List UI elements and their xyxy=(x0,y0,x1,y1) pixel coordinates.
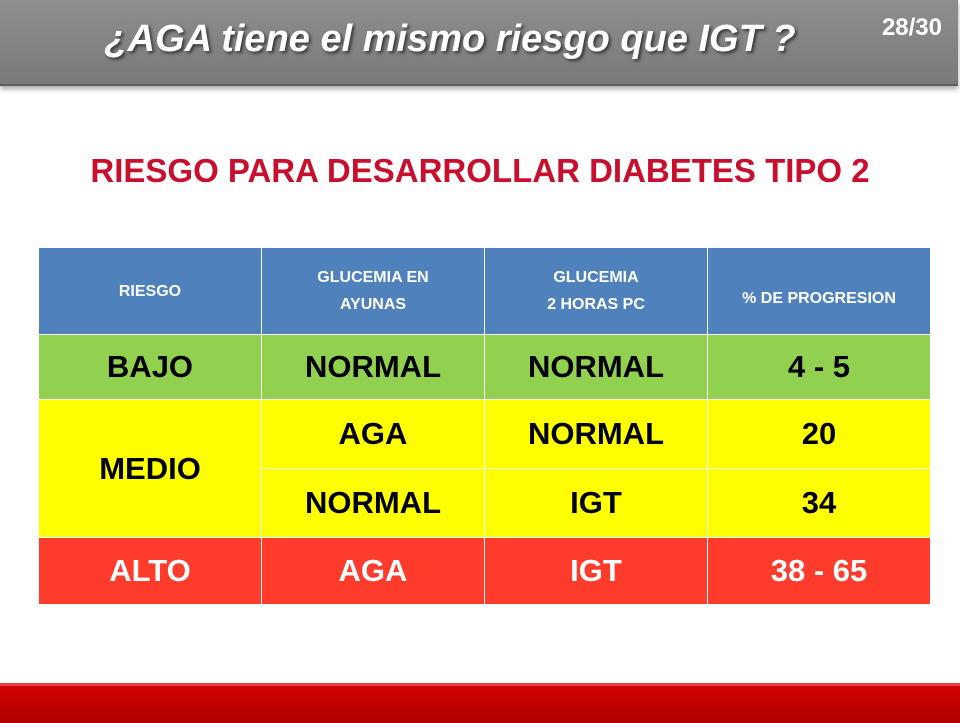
header-fasting-line2: AYUNAS xyxy=(339,296,407,313)
header-fasting-line1: GLUCEMIA EN xyxy=(317,269,429,286)
table-row-low: BAJO NORMAL NORMAL 4 - 5 xyxy=(38,334,931,400)
cell-fasting-medium-1: AGA xyxy=(261,399,485,469)
cell-two-hour-low: NORMAL xyxy=(484,334,708,400)
header-risk-label: RIESGO xyxy=(118,282,182,300)
cell-progression-low: 4 - 5 xyxy=(707,334,931,400)
header-progression: % DE PROGRESION xyxy=(707,247,931,335)
header-two-hour-line1: GLUCEMIA xyxy=(553,269,639,286)
table-row-medium-1: MEDIO AGA NORMAL 20 xyxy=(38,399,931,538)
cell-risk-low: BAJO xyxy=(38,334,262,400)
table-header-row: RIESGO GLUCEMIA EN AYUNAS GLUCEMIA 2 HOR… xyxy=(38,247,931,335)
title-bar: ¿AGA tiene el mismo riesgo que IGT ? 28/… xyxy=(0,0,958,86)
cell-progression-medium-2: 34 xyxy=(707,468,931,538)
cell-fasting-high: AGA xyxy=(261,537,485,605)
cell-progression-high: 38 - 65 xyxy=(707,537,931,605)
cell-fasting-medium-2: NORMAL xyxy=(261,468,485,538)
cell-two-hour-medium-2: IGT xyxy=(484,468,708,538)
risk-table: RIESGO GLUCEMIA EN AYUNAS GLUCEMIA 2 HOR… xyxy=(38,247,931,605)
table-row-medium-2: NORMAL IGT 34 xyxy=(39,468,931,538)
header-two-hour-glucose: GLUCEMIA 2 HORAS PC xyxy=(484,247,708,335)
header-two-hour-line2: 2 HORAS PC xyxy=(547,296,645,313)
table-subtitle: RIESGO PARA DESARROLLAR DIABETES TIPO 2 xyxy=(90,152,870,189)
cell-risk-medium: MEDIO xyxy=(38,399,262,538)
page-number: 28/30 xyxy=(881,14,942,41)
header-progression-label: % DE PROGRESION xyxy=(742,289,896,307)
cell-two-hour-medium-1: NORMAL xyxy=(484,399,708,469)
cell-risk-high: ALTO xyxy=(38,537,262,605)
cell-progression-medium-1: 20 xyxy=(707,399,931,469)
header-risk: RIESGO xyxy=(38,247,262,335)
header-fasting-glucose: GLUCEMIA EN AYUNAS xyxy=(261,247,485,335)
footer-bar xyxy=(0,683,960,723)
table-row-high: ALTO AGA IGT 38 - 65 xyxy=(38,537,931,605)
cell-two-hour-high: IGT xyxy=(484,537,708,605)
cell-fasting-low: NORMAL xyxy=(261,334,485,400)
slide-title: ¿AGA tiene el mismo riesgo que IGT ? xyxy=(104,18,796,60)
